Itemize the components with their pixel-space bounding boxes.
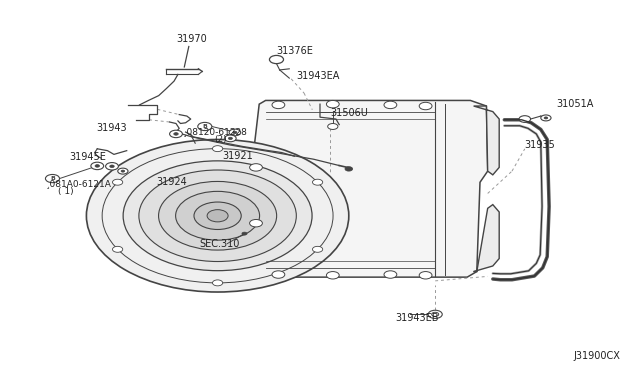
Circle shape: [228, 137, 232, 140]
Circle shape: [326, 100, 339, 108]
Circle shape: [194, 202, 241, 230]
Text: SEC.310: SEC.310: [200, 239, 240, 248]
Text: 31051A: 31051A: [557, 99, 594, 109]
Text: 31924: 31924: [156, 177, 187, 187]
Circle shape: [432, 312, 439, 316]
Circle shape: [419, 272, 432, 279]
Text: (2): (2): [214, 135, 227, 144]
Text: 31506U: 31506U: [330, 109, 368, 118]
Text: B: B: [50, 176, 55, 181]
Circle shape: [139, 170, 296, 262]
Polygon shape: [474, 106, 499, 175]
Circle shape: [272, 101, 285, 109]
Circle shape: [384, 101, 397, 109]
Circle shape: [345, 167, 353, 171]
Text: ( 1): ( 1): [58, 187, 73, 196]
Circle shape: [225, 135, 236, 142]
Circle shape: [159, 182, 276, 250]
Circle shape: [175, 191, 260, 240]
Circle shape: [269, 55, 284, 64]
Text: ¸08120-61228: ¸08120-61228: [182, 128, 248, 137]
Text: 31970: 31970: [177, 34, 207, 44]
Circle shape: [95, 164, 100, 167]
Circle shape: [419, 102, 432, 110]
Circle shape: [113, 246, 123, 252]
Circle shape: [250, 164, 262, 171]
Circle shape: [45, 174, 60, 183]
Circle shape: [328, 124, 338, 129]
Text: 31943EA: 31943EA: [296, 71, 340, 81]
Circle shape: [170, 130, 182, 138]
Circle shape: [106, 163, 118, 170]
Circle shape: [212, 146, 223, 152]
Text: 31935: 31935: [525, 140, 556, 150]
Circle shape: [198, 122, 212, 131]
Text: 31945E: 31945E: [69, 152, 106, 162]
Circle shape: [123, 161, 312, 271]
Circle shape: [250, 219, 262, 227]
Polygon shape: [474, 205, 499, 272]
Text: 31943: 31943: [97, 124, 127, 133]
Circle shape: [272, 271, 285, 278]
Text: 31943EB: 31943EB: [395, 313, 438, 323]
Circle shape: [118, 168, 128, 174]
Circle shape: [519, 116, 531, 122]
Circle shape: [174, 133, 178, 135]
Circle shape: [113, 179, 123, 185]
Circle shape: [312, 179, 323, 185]
Circle shape: [86, 140, 349, 292]
Circle shape: [312, 246, 323, 252]
Circle shape: [229, 129, 241, 136]
Circle shape: [110, 165, 115, 167]
Circle shape: [207, 210, 228, 222]
Text: 31921: 31921: [223, 151, 253, 161]
Circle shape: [121, 170, 125, 172]
Text: 31376E: 31376E: [276, 46, 314, 56]
Circle shape: [326, 272, 339, 279]
Polygon shape: [250, 100, 488, 277]
Text: ¸081A0-6121A: ¸081A0-6121A: [46, 180, 112, 189]
Circle shape: [91, 162, 104, 170]
Circle shape: [233, 131, 237, 134]
Text: J31900CX: J31900CX: [574, 352, 621, 361]
Circle shape: [544, 117, 548, 119]
Text: B: B: [202, 124, 207, 129]
Circle shape: [541, 115, 551, 121]
Circle shape: [384, 271, 397, 278]
Circle shape: [242, 232, 247, 235]
Circle shape: [212, 280, 223, 286]
Circle shape: [428, 310, 442, 318]
